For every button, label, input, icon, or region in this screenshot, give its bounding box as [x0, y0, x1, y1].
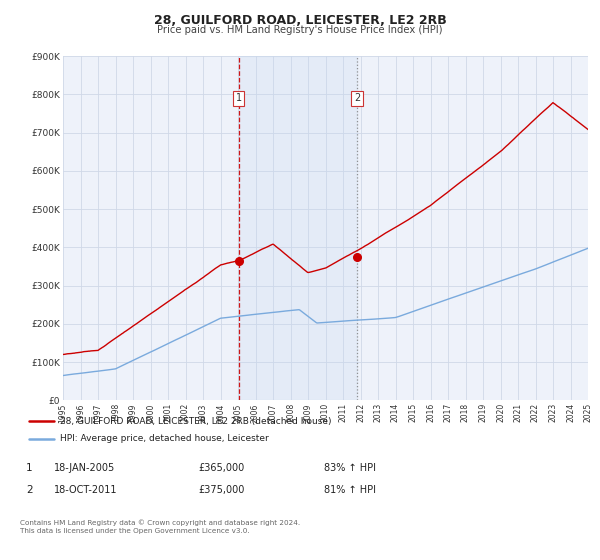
Text: 1: 1 [236, 93, 242, 103]
Text: 18-OCT-2011: 18-OCT-2011 [54, 485, 118, 495]
Text: 28, GUILFORD ROAD, LEICESTER, LE2 2RB: 28, GUILFORD ROAD, LEICESTER, LE2 2RB [154, 14, 446, 27]
Text: 2: 2 [26, 486, 33, 495]
Text: 83% ↑ HPI: 83% ↑ HPI [324, 463, 376, 473]
Text: 1: 1 [26, 463, 33, 473]
Text: £375,000: £375,000 [198, 485, 244, 495]
Text: HPI: Average price, detached house, Leicester: HPI: Average price, detached house, Leic… [60, 435, 269, 444]
Text: 18-JAN-2005: 18-JAN-2005 [54, 463, 115, 473]
Text: £365,000: £365,000 [198, 463, 244, 473]
Text: Contains HM Land Registry data © Crown copyright and database right 2024.
This d: Contains HM Land Registry data © Crown c… [20, 520, 300, 534]
Text: Price paid vs. HM Land Registry's House Price Index (HPI): Price paid vs. HM Land Registry's House … [157, 25, 443, 35]
Text: 2: 2 [354, 93, 360, 103]
Text: 81% ↑ HPI: 81% ↑ HPI [324, 485, 376, 495]
Text: 28, GUILFORD ROAD, LEICESTER, LE2 2RB (detached house): 28, GUILFORD ROAD, LEICESTER, LE2 2RB (d… [60, 417, 331, 426]
Bar [239, 56, 357, 400]
